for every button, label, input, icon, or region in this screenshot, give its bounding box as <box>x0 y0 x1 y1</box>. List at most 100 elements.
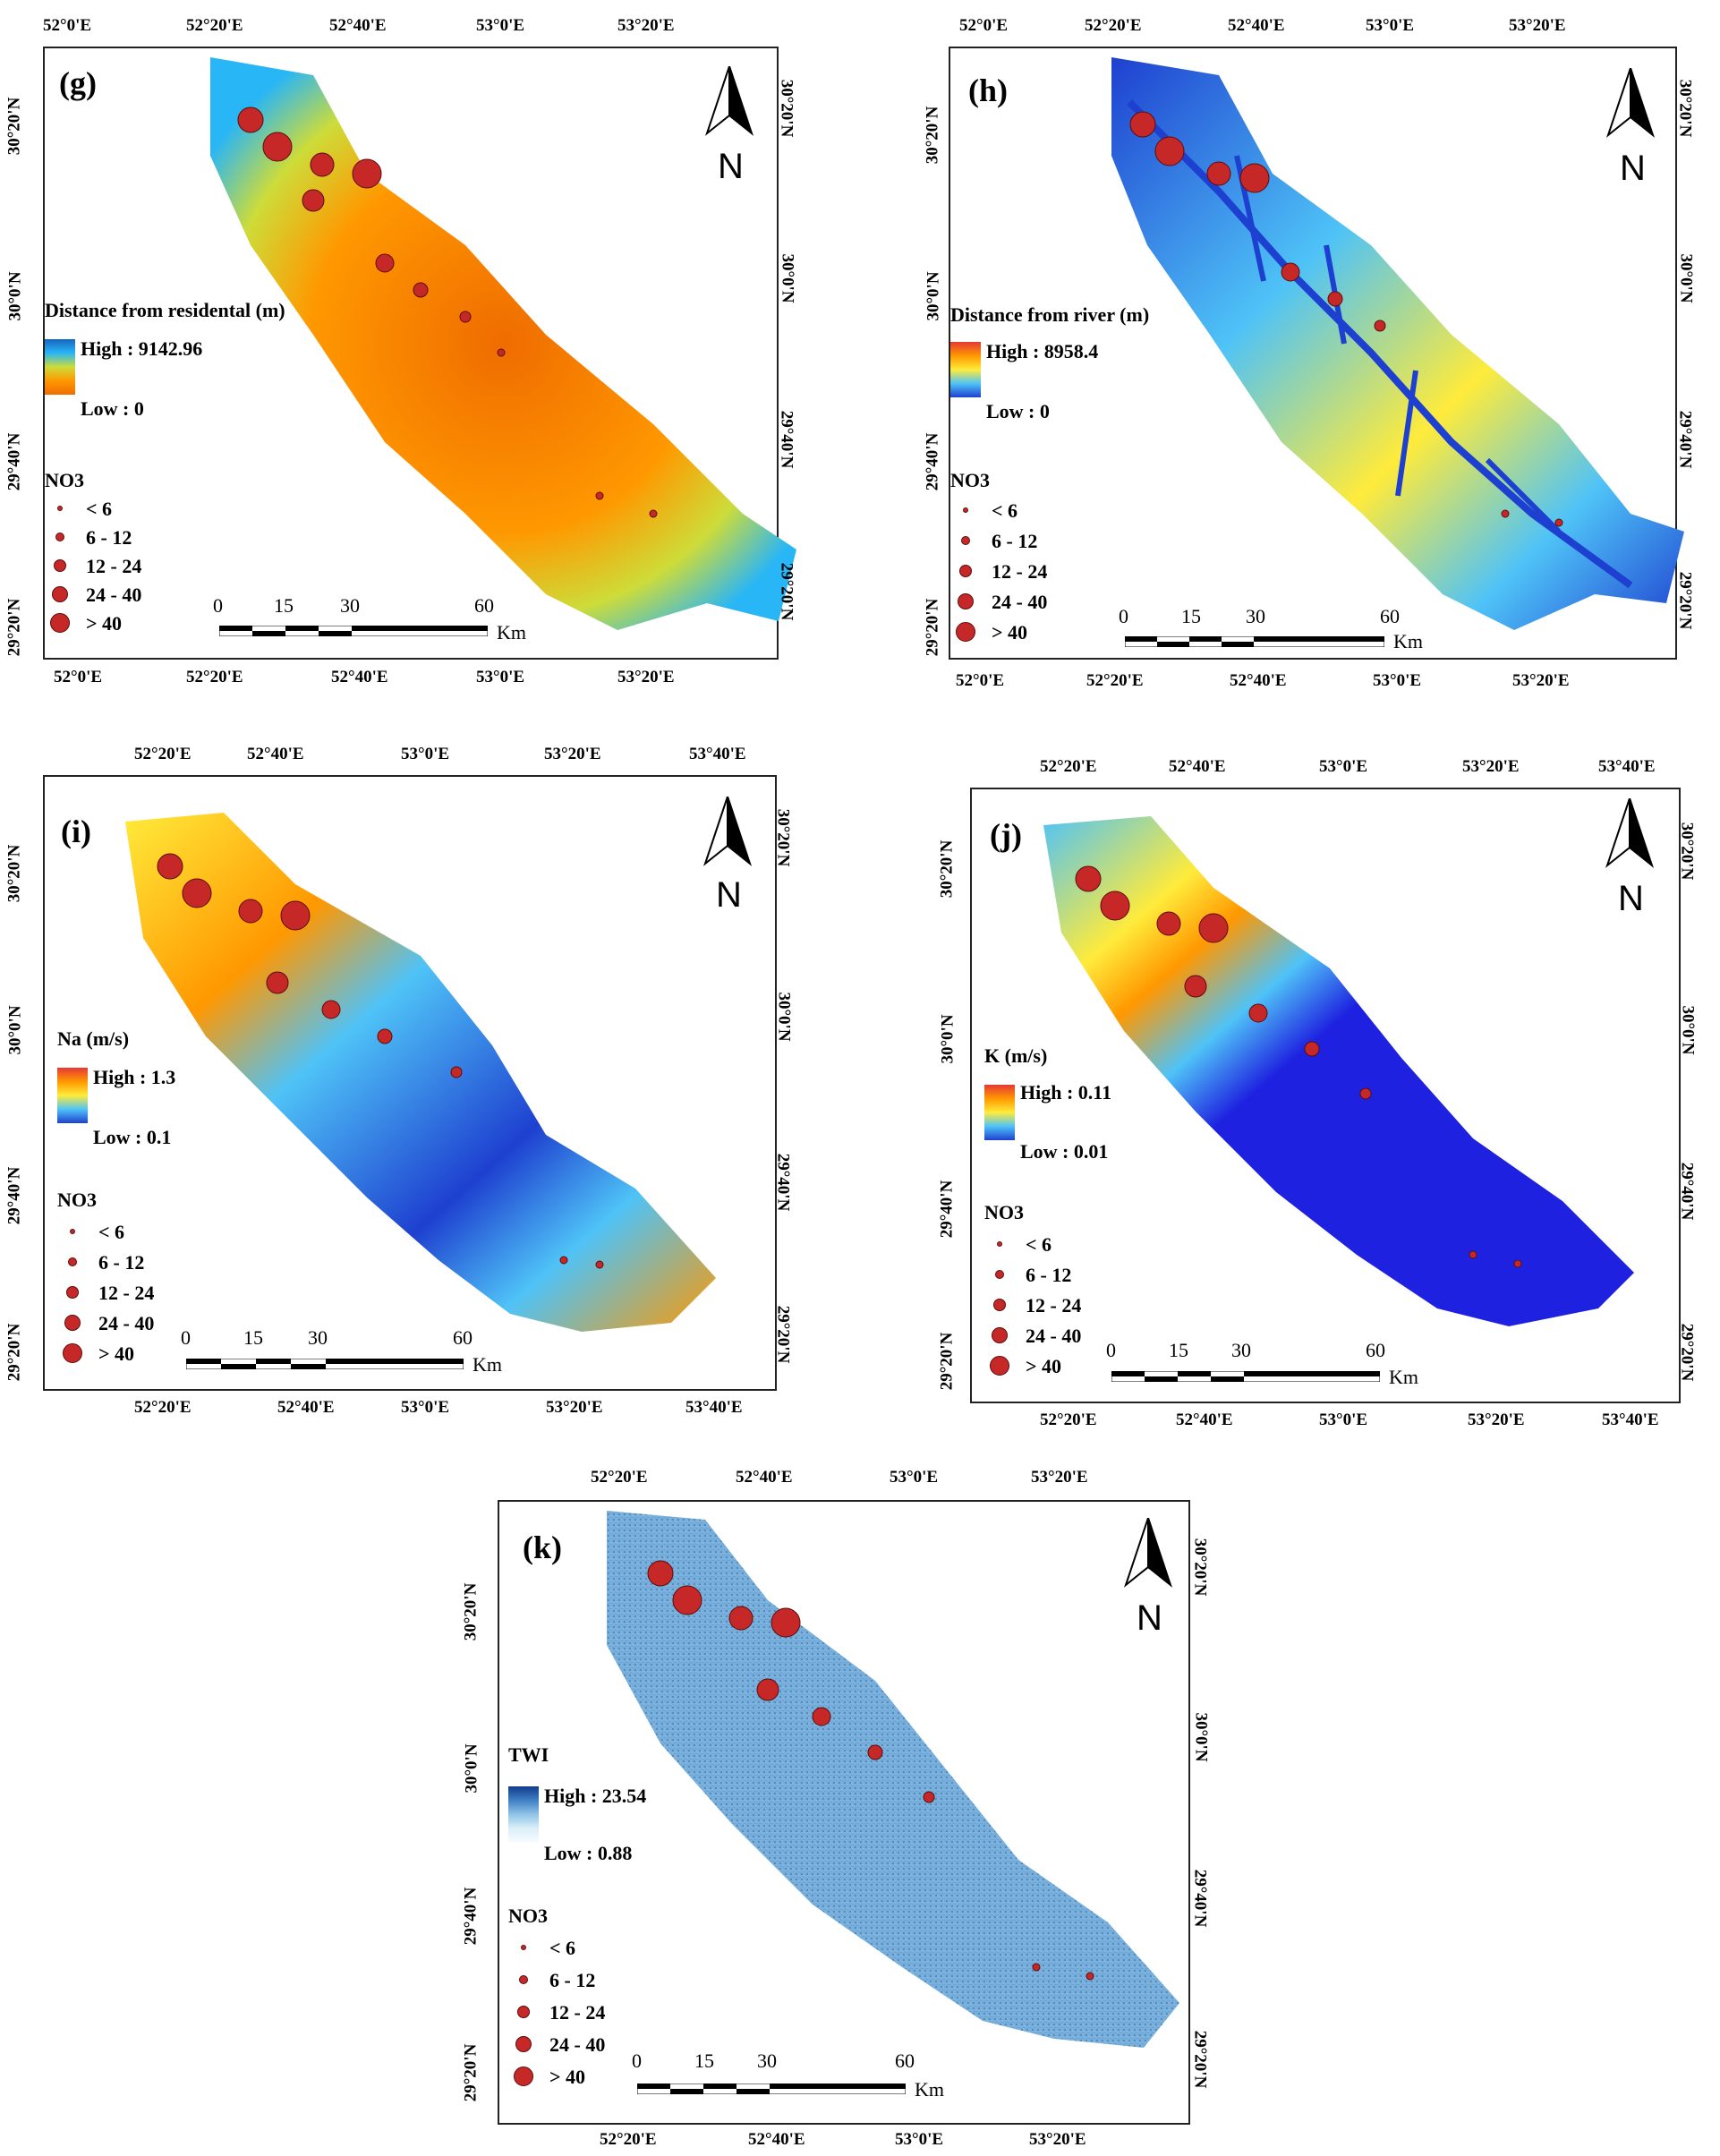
north-letter: N <box>1620 149 1646 188</box>
left-tick-label: 30°20'N <box>4 97 24 156</box>
north-letter: N <box>1618 879 1644 918</box>
nitrate-sample-point <box>1501 509 1510 518</box>
color-ramp <box>984 1085 1015 1140</box>
ramp-high-label: High : 0.11 <box>1020 1081 1112 1104</box>
river-network <box>1127 99 1633 589</box>
right-tick-label: 30°20'N <box>1190 1538 1210 1597</box>
top-tick-label: 53°40'E <box>1598 757 1656 776</box>
scale-tick-label: 30 <box>757 2049 777 2072</box>
nitrate-class-symbol <box>66 1286 79 1299</box>
nitrate-sample-point <box>1469 1250 1477 1259</box>
no3-legend-title: NO3 <box>984 1201 1024 1223</box>
nitrate-sample-point <box>1075 865 1102 892</box>
panel-label: (g) <box>59 65 97 101</box>
nitrate-sample-point <box>1156 911 1181 936</box>
bottom-tick-label: 53°20'E <box>546 1398 603 1417</box>
top-tick-label: 53°20'E <box>1509 16 1566 35</box>
scale-unit-label: Km <box>473 1353 502 1376</box>
right-tick-label: 30°20'N <box>773 808 793 867</box>
left-tick-label: 30°20'N <box>923 106 942 165</box>
left-tick-label: 29°20'N <box>4 1323 24 1382</box>
bottom-tick-label: 53°20'E <box>1468 1410 1525 1429</box>
scale-unit-label: Km <box>497 621 526 643</box>
nitrate-class-symbol <box>993 1299 1006 1311</box>
scale-tick-label: 30 <box>308 1326 328 1349</box>
ramp-low-label: Low : 0.1 <box>93 1126 172 1148</box>
scale-bar <box>1125 636 1384 647</box>
no3-legend-title: NO3 <box>950 469 990 491</box>
nitrate-sample-point <box>1239 163 1270 193</box>
north-letter: N <box>1137 1598 1162 1638</box>
right-tick-label: 30°0'N <box>1191 1712 1211 1762</box>
left-tick-label: 30°20'N <box>4 844 24 903</box>
nitrate-class-symbol <box>519 1975 528 1984</box>
study-area-map <box>607 1511 1179 2048</box>
top-tick-label: 52°20'E <box>186 16 243 35</box>
raster-surface <box>210 57 796 630</box>
study-area-map <box>210 57 796 630</box>
bottom-tick-label: 52°40'E <box>1176 1410 1233 1429</box>
nitrate-sample-point <box>1206 161 1231 186</box>
color-ramp <box>45 339 75 395</box>
top-tick-label: 53°40'E <box>689 745 746 763</box>
nitrate-sample-point <box>672 1585 702 1615</box>
bottom-tick-label: 52°20'E <box>1086 671 1144 690</box>
scale-tick-label: 0 <box>213 594 223 617</box>
scale-unit-label: Km <box>915 2078 944 2101</box>
nitrate-class-symbol <box>956 622 975 642</box>
bottom-tick-label: 52°40'E <box>331 668 388 686</box>
left-tick-label: 29°40'N <box>4 1166 24 1225</box>
layer-legend-title: TWI <box>508 1743 549 1766</box>
bottom-tick-label: 52°40'E <box>277 1398 335 1417</box>
left-tick-label: 30°20'N <box>937 839 957 899</box>
left-tick-label: 30°0'N <box>938 1014 958 1064</box>
nitrate-sample-point <box>923 1791 935 1803</box>
top-tick-label: 53°0'E <box>401 745 450 763</box>
nitrate-sample-point <box>1032 1963 1041 1972</box>
north-letter: N <box>716 875 742 915</box>
nitrate-sample-point <box>237 107 264 133</box>
color-ramp <box>508 1786 539 1842</box>
nitrate-sample-point <box>771 1607 801 1638</box>
layer-legend-title: Distance from residental (m) <box>45 299 285 321</box>
layer-legend-title: Distance from river (m) <box>950 303 1150 326</box>
nitrate-sample-point <box>377 1028 393 1044</box>
left-tick-label: 29°40'N <box>4 432 24 491</box>
nitrate-sample-point <box>1281 262 1300 282</box>
bottom-tick-label: 53°0'E <box>1319 1410 1368 1429</box>
right-tick-label: 30°0'N <box>778 253 797 303</box>
nitrate-sample-point <box>321 1000 341 1019</box>
bottom-tick-label: 53°0'E <box>1373 671 1422 690</box>
nitrate-sample-point <box>375 253 395 273</box>
left-tick-label: 29°20'N <box>461 2043 481 2102</box>
bottom-tick-label: 52°40'E <box>748 2130 805 2149</box>
nitrate-sample-point <box>647 1560 674 1587</box>
nitrate-sample-point <box>1554 518 1563 527</box>
bottom-tick-label: 52°0'E <box>54 668 103 686</box>
nitrate-sample-point <box>867 1744 883 1760</box>
raster-surface <box>1111 57 1684 630</box>
left-tick-label: 29°20'N <box>937 1332 957 1391</box>
nitrate-class-symbol <box>68 1257 77 1266</box>
top-tick-label: 52°20'E <box>591 1468 648 1487</box>
nitrate-sample-point <box>459 311 472 323</box>
nitrate-class-symbol <box>995 1270 1004 1279</box>
nitrate-class-symbol <box>517 2006 530 2018</box>
right-tick-label: 29°20'N <box>777 562 796 621</box>
north-arrow-icon <box>1605 68 1656 138</box>
ramp-high-label: High : 23.54 <box>544 1785 647 1807</box>
raster-surface <box>1043 816 1634 1326</box>
top-tick-label: 52°20'E <box>1085 16 1142 35</box>
no3-legend-title: NO3 <box>508 1905 548 1927</box>
left-tick-label: 30°0'N <box>462 1743 481 1794</box>
nitrate-sample-point <box>595 491 604 500</box>
top-tick-label: 53°0'E <box>1366 16 1415 35</box>
nitrate-sample-point <box>728 1606 754 1631</box>
right-tick-label: 29°20'N <box>773 1305 793 1364</box>
nitrate-class-symbol <box>515 2036 532 2052</box>
bottom-tick-label: 53°40'E <box>685 1398 743 1417</box>
top-tick-label: 52°40'E <box>1228 16 1285 35</box>
bottom-tick-label: 52°20'E <box>1040 1410 1097 1429</box>
nitrate-sample-point <box>1184 975 1207 998</box>
scale-tick-label: 0 <box>1119 605 1128 627</box>
